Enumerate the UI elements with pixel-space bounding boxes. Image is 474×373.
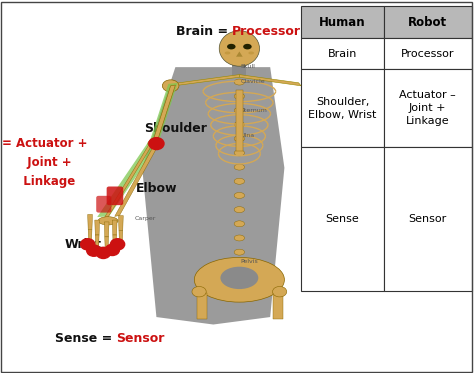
Polygon shape xyxy=(95,220,100,235)
Text: Ulna: Ulna xyxy=(241,132,255,138)
FancyBboxPatch shape xyxy=(96,196,111,213)
Text: Shoulder,
Elbow, Wrist: Shoulder, Elbow, Wrist xyxy=(308,97,377,120)
Polygon shape xyxy=(168,75,239,87)
Polygon shape xyxy=(118,216,123,231)
Text: Skull: Skull xyxy=(241,64,255,69)
Polygon shape xyxy=(236,51,243,57)
Text: Brain: Brain xyxy=(328,49,357,59)
Polygon shape xyxy=(104,143,153,218)
Ellipse shape xyxy=(192,286,206,297)
FancyBboxPatch shape xyxy=(384,38,472,69)
Circle shape xyxy=(110,239,125,250)
Text: Elbow: Elbow xyxy=(136,182,177,195)
FancyBboxPatch shape xyxy=(197,293,207,319)
Polygon shape xyxy=(153,85,175,142)
Circle shape xyxy=(87,245,101,256)
Ellipse shape xyxy=(273,286,287,297)
Text: Shoulder: Shoulder xyxy=(144,122,207,135)
Polygon shape xyxy=(88,229,92,244)
Ellipse shape xyxy=(219,31,259,66)
Ellipse shape xyxy=(220,267,258,289)
Polygon shape xyxy=(105,237,109,252)
Ellipse shape xyxy=(234,107,245,113)
Ellipse shape xyxy=(234,263,245,269)
Text: Wrist: Wrist xyxy=(64,238,101,251)
Circle shape xyxy=(81,239,95,250)
Ellipse shape xyxy=(162,80,179,92)
FancyBboxPatch shape xyxy=(107,186,123,205)
FancyBboxPatch shape xyxy=(301,38,384,69)
Text: Sense =: Sense = xyxy=(55,332,116,345)
Ellipse shape xyxy=(234,122,245,128)
Ellipse shape xyxy=(234,178,245,184)
Text: Sensor: Sensor xyxy=(116,332,164,345)
Ellipse shape xyxy=(234,150,245,156)
Ellipse shape xyxy=(234,192,245,198)
Ellipse shape xyxy=(234,93,245,99)
Text: Human: Human xyxy=(319,16,366,28)
Polygon shape xyxy=(104,222,109,237)
FancyBboxPatch shape xyxy=(301,147,384,291)
Ellipse shape xyxy=(243,44,252,50)
Polygon shape xyxy=(95,235,99,250)
Ellipse shape xyxy=(248,51,254,54)
Ellipse shape xyxy=(148,139,162,148)
Text: Sternum: Sternum xyxy=(241,107,268,113)
Text: Carper: Carper xyxy=(135,216,156,221)
Polygon shape xyxy=(112,220,117,235)
FancyBboxPatch shape xyxy=(384,147,472,291)
Circle shape xyxy=(149,138,164,150)
Ellipse shape xyxy=(225,51,230,54)
Text: = Actuator +
  Joint +
  Linkage: = Actuator + Joint + Linkage xyxy=(2,137,88,188)
Polygon shape xyxy=(142,67,284,325)
FancyBboxPatch shape xyxy=(236,90,243,151)
Text: Pelvis: Pelvis xyxy=(241,258,258,264)
Text: Processor: Processor xyxy=(401,49,455,59)
FancyBboxPatch shape xyxy=(384,6,472,38)
Text: Brain =: Brain = xyxy=(176,25,232,38)
Polygon shape xyxy=(239,75,301,86)
Ellipse shape xyxy=(234,164,245,170)
FancyBboxPatch shape xyxy=(232,62,246,76)
Ellipse shape xyxy=(194,257,284,302)
Text: Processor: Processor xyxy=(232,25,301,38)
Ellipse shape xyxy=(234,207,245,213)
Ellipse shape xyxy=(98,217,118,225)
Ellipse shape xyxy=(234,79,245,85)
FancyBboxPatch shape xyxy=(273,293,283,319)
Text: Actuator –
Joint +
Linkage: Actuator – Joint + Linkage xyxy=(400,90,456,126)
FancyBboxPatch shape xyxy=(301,6,384,38)
Polygon shape xyxy=(149,83,178,142)
FancyBboxPatch shape xyxy=(384,69,472,147)
Text: Sensor: Sensor xyxy=(409,214,447,224)
Text: Sense: Sense xyxy=(326,214,359,224)
Polygon shape xyxy=(97,140,161,217)
Text: Clavicle: Clavicle xyxy=(241,79,265,84)
Ellipse shape xyxy=(234,221,245,227)
Ellipse shape xyxy=(234,249,245,255)
Ellipse shape xyxy=(227,44,236,50)
Circle shape xyxy=(96,247,110,258)
Ellipse shape xyxy=(234,136,245,142)
FancyBboxPatch shape xyxy=(301,69,384,147)
Polygon shape xyxy=(113,235,117,250)
Text: Robot: Robot xyxy=(408,16,447,28)
Polygon shape xyxy=(115,142,160,216)
Polygon shape xyxy=(88,214,92,229)
Circle shape xyxy=(105,244,119,256)
Ellipse shape xyxy=(234,235,245,241)
Polygon shape xyxy=(119,231,123,245)
